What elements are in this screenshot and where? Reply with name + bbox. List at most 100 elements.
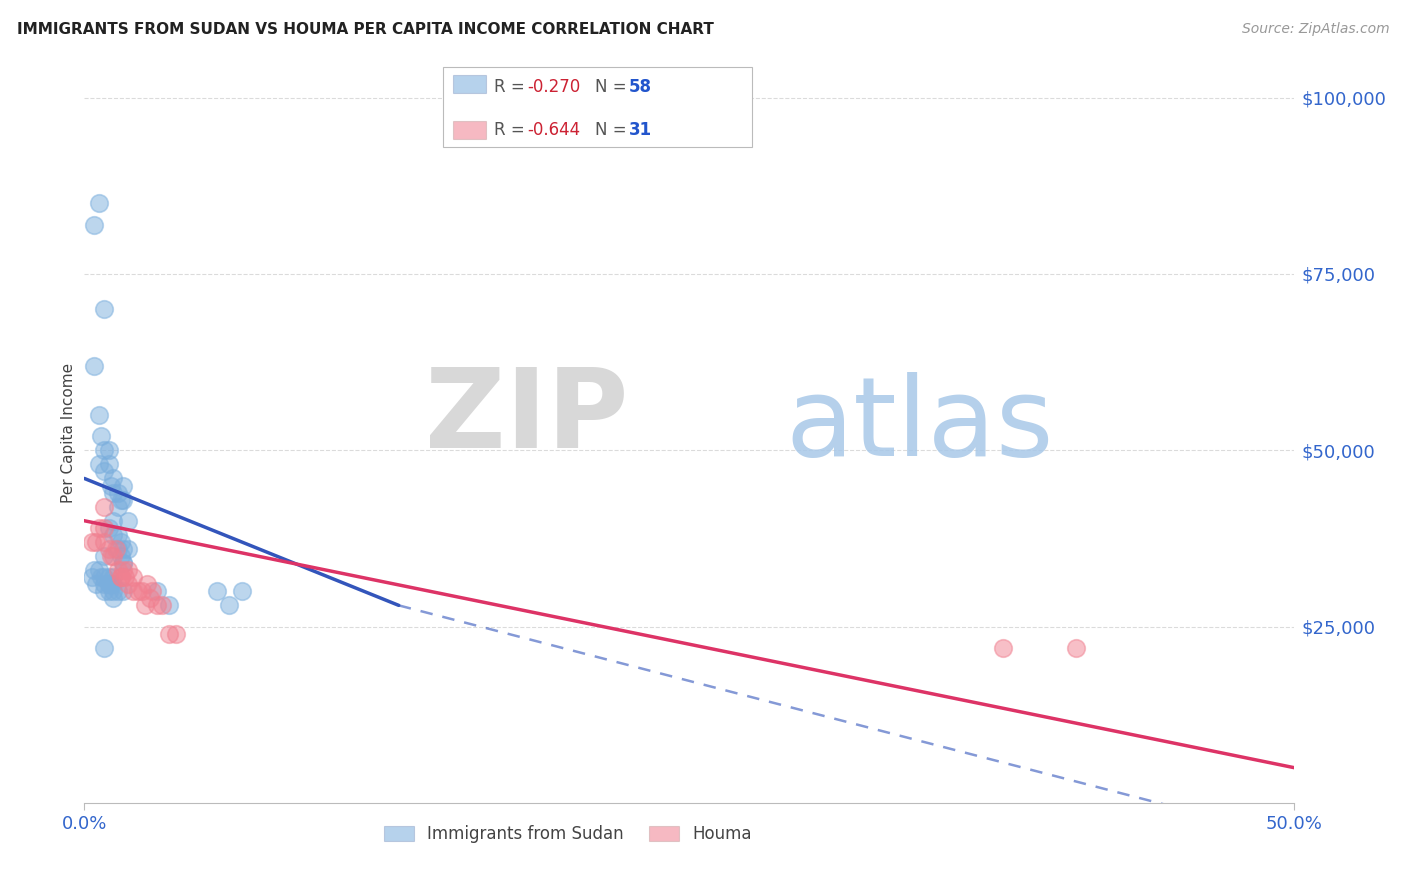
Point — [97, 577, 120, 591]
Point — [90, 429, 112, 443]
Point — [112, 492, 135, 507]
Point — [93, 549, 115, 563]
Point — [112, 563, 135, 577]
Point — [100, 478, 122, 492]
Text: -0.644: -0.644 — [527, 121, 581, 139]
Point — [93, 302, 115, 317]
Point — [107, 563, 129, 577]
Point — [93, 464, 115, 478]
Point — [103, 591, 125, 606]
Point — [117, 577, 139, 591]
Legend: Immigrants from Sudan, Houma: Immigrants from Sudan, Houma — [377, 819, 759, 850]
Point — [141, 584, 163, 599]
Text: N =: N = — [595, 121, 631, 139]
Point — [86, 535, 108, 549]
Point — [112, 584, 135, 599]
Point — [93, 521, 115, 535]
Y-axis label: Per Capita Income: Per Capita Income — [60, 362, 76, 503]
Point — [112, 556, 135, 570]
Point — [110, 570, 132, 584]
Point — [218, 599, 240, 613]
Point — [157, 626, 180, 640]
Point — [103, 514, 125, 528]
Point — [134, 599, 156, 613]
Point — [112, 556, 135, 570]
Point — [110, 535, 132, 549]
Point — [104, 541, 127, 556]
Point — [207, 584, 229, 599]
Text: Source: ZipAtlas.com: Source: ZipAtlas.com — [1241, 22, 1389, 37]
Point — [103, 485, 125, 500]
Point — [93, 640, 115, 655]
Point — [93, 584, 115, 599]
Point — [110, 549, 132, 563]
Point — [100, 549, 122, 563]
Point — [103, 570, 125, 584]
Point — [107, 485, 129, 500]
Point — [93, 500, 115, 514]
Point — [993, 640, 1015, 655]
Point — [131, 584, 153, 599]
Point — [103, 471, 125, 485]
Point — [107, 541, 129, 556]
Text: R =: R = — [494, 121, 530, 139]
Text: N =: N = — [595, 78, 631, 95]
Point — [86, 577, 108, 591]
Point — [87, 563, 110, 577]
Text: ZIP: ZIP — [425, 364, 628, 471]
Text: 58: 58 — [628, 78, 651, 95]
Point — [93, 577, 115, 591]
Point — [121, 570, 143, 584]
Point — [87, 521, 110, 535]
Point — [107, 500, 129, 514]
Point — [97, 458, 120, 472]
Text: -0.270: -0.270 — [527, 78, 581, 95]
Text: 31: 31 — [628, 121, 651, 139]
Point — [146, 584, 169, 599]
Point — [112, 478, 135, 492]
Point — [87, 408, 110, 422]
Point — [107, 584, 129, 599]
Point — [93, 443, 115, 458]
Point — [97, 577, 120, 591]
Point — [83, 359, 105, 373]
Point — [138, 591, 160, 606]
Point — [97, 541, 120, 556]
Point — [83, 218, 105, 232]
Point — [114, 570, 136, 584]
Point — [146, 599, 169, 613]
Point — [80, 535, 103, 549]
Point — [80, 570, 103, 584]
Point — [112, 541, 135, 556]
Point — [103, 549, 125, 563]
Point — [103, 577, 125, 591]
Point — [117, 563, 139, 577]
Point — [231, 584, 253, 599]
Point — [93, 570, 115, 584]
Point — [97, 443, 120, 458]
Point — [90, 570, 112, 584]
Point — [97, 570, 120, 584]
Point — [97, 584, 120, 599]
Point — [121, 584, 143, 599]
Point — [97, 521, 120, 535]
Text: atlas: atlas — [786, 372, 1054, 479]
Point — [117, 541, 139, 556]
Point — [1064, 640, 1087, 655]
Point — [87, 196, 110, 211]
Point — [110, 570, 132, 584]
Point — [165, 626, 187, 640]
Point — [127, 584, 149, 599]
Point — [136, 577, 159, 591]
Text: R =: R = — [494, 78, 530, 95]
Point — [157, 599, 180, 613]
Point — [150, 599, 173, 613]
Point — [100, 577, 122, 591]
Text: IMMIGRANTS FROM SUDAN VS HOUMA PER CAPITA INCOME CORRELATION CHART: IMMIGRANTS FROM SUDAN VS HOUMA PER CAPIT… — [17, 22, 714, 37]
Point — [103, 528, 125, 542]
Point — [83, 563, 105, 577]
Point — [117, 514, 139, 528]
Point — [110, 492, 132, 507]
Point — [93, 535, 115, 549]
Point — [87, 458, 110, 472]
